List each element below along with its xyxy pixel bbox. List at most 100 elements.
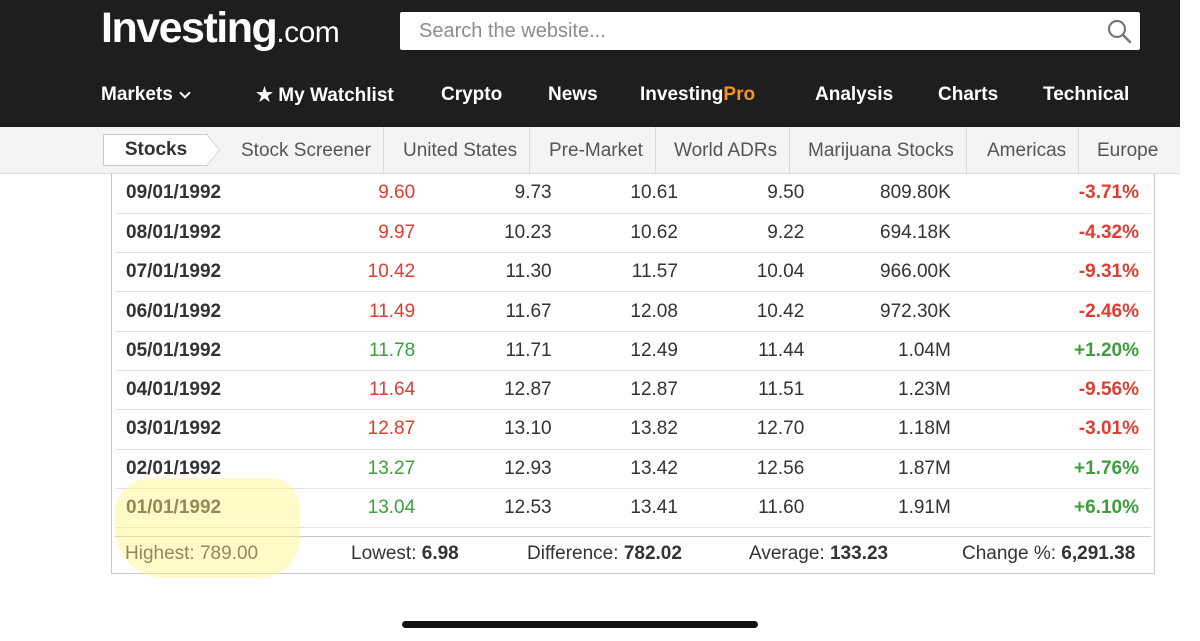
summary-change: Change %: 6,291.38 [962,543,1135,565]
search-icon[interactable] [1106,18,1132,44]
subtab-arrow-fill [206,134,219,166]
summary-difference-label: Difference: [527,543,619,564]
nav-watchlist[interactable]: ★ My Watchlist [256,74,394,116]
summary-highest-label: Highest: [125,543,195,564]
date-cell: 05/01/1992 [115,331,287,371]
price-cell: 11.49 [286,291,416,332]
volume-cell: 966.00K [804,252,951,293]
price-cell: 13.04 [286,488,416,529]
subtab-americas[interactable]: Americas [975,127,1080,174]
summary-change-label: Change %: [962,543,1057,564]
volume-cell: 1.23M [804,370,951,411]
low-cell: 11.60 [677,488,805,529]
subtab-pre-market[interactable]: Pre-Market [537,127,656,174]
table-row: 05/01/1992 11.78 11.71 12.49 11.44 1.04M +1.20… [115,331,1151,371]
nav-technical-label: Technical [1043,84,1130,105]
low-cell: 11.51 [677,370,805,411]
summary-bar: Highest: 789.00 Lowest: 6.98 Difference:… [115,536,1151,570]
low-cell: 11.44 [677,331,805,371]
table-row: 07/01/1992 10.42 11.30 11.57 10.04 966.00K -9.… [115,252,1151,293]
date-cell: 09/01/1992 [115,174,287,214]
date-cell: 01/01/1992 [115,488,287,529]
nav-watchlist-label: ★ My Watchlist [256,84,394,106]
volume-cell: 972.30K [804,291,951,332]
historical-table: 09/01/1992 9.60 9.73 10.61 9.50 809.80K -3.71%… [115,174,1151,529]
subtab-stock-screener[interactable]: Stock Screener [229,127,384,174]
change-cell: -2.46% [950,291,1151,332]
open-cell: 9.73 [415,174,552,214]
subtab-marijuana-stocks[interactable]: Marijuana Stocks [796,127,967,174]
date-cell: 06/01/1992 [115,291,287,332]
table-row: 02/01/1992 13.27 12.93 13.42 12.56 1.87M +1.76… [115,449,1151,489]
price-cell: 10.42 [286,252,416,293]
summary-highest-value: 789.00 [199,543,259,564]
nav-charts[interactable]: Charts [938,74,998,116]
home-indicator[interactable] [402,621,758,628]
volume-cell: 1.91M [804,488,951,529]
nav-news[interactable]: News [548,74,598,116]
change-cell: -3.01% [950,409,1151,450]
investing-logo[interactable]: Investing .com [101,4,340,54]
historical-data-table: 09/01/1992 9.60 9.73 10.61 9.50 809.80K -3.71%… [111,174,1155,574]
volume-cell: 809.80K [804,174,951,214]
highlighter-mark [115,478,300,578]
summary-lowest-value: 6.98 [421,543,459,564]
high-cell: 13.42 [551,449,678,489]
price-cell: 11.78 [286,331,416,371]
summary-average-value: 133.23 [829,543,889,564]
subtab-united-states[interactable]: United States [391,127,531,174]
nav-crypto[interactable]: Crypto [441,74,502,116]
summary-difference-value: 782.02 [623,543,682,564]
volume-cell: 694.18K [804,213,951,254]
screen-edge [1180,0,1200,641]
volume-cell: 1.04M [804,331,951,371]
subtab-stocks[interactable]: Stocks [103,134,208,166]
date-cell: 04/01/1992 [115,370,287,411]
logo-main-text: Investing [101,4,278,52]
table-row: 09/01/1992 9.60 9.73 10.61 9.50 809.80K -3.71% [115,174,1151,214]
change-cell: +6.10% [950,488,1151,529]
nav-markets-label: Markets [101,84,173,105]
summary-average-label: Average: [749,543,825,564]
nav-investingpro[interactable]: Investing Pro [640,74,755,116]
nav-technical[interactable]: Technical [1043,74,1129,116]
open-cell: 12.93 [415,449,552,489]
nav-markets[interactable]: Markets [101,74,191,116]
search-box [400,12,1140,50]
high-cell: 13.82 [551,409,678,450]
search-input[interactable] [400,12,1090,50]
nav-analysis[interactable]: Analysis [815,74,893,116]
price-cell: 12.87 [286,409,416,450]
price-cell: 13.27 [286,449,416,489]
low-cell: 9.22 [677,213,805,254]
high-cell: 12.49 [551,331,678,371]
change-cell: -9.31% [950,252,1151,293]
table-row: 08/01/1992 9.97 10.23 10.62 9.22 694.18K -4.32… [115,213,1151,254]
volume-cell: 1.18M [804,409,951,450]
top-header: Investing .com Markets ★ My Watchlist Cr… [0,0,1180,127]
date-cell: 07/01/1992 [115,252,287,293]
low-cell: 12.56 [677,449,805,489]
nav-pro-label-b: Pro [723,84,756,105]
open-cell: 10.23 [415,213,552,254]
date-cell: 02/01/1992 [115,449,287,489]
price-cell: 9.97 [286,213,416,254]
summary-change-value: 6,291.38 [1061,543,1136,564]
open-cell: 12.53 [415,488,552,529]
subtab-world-adrs[interactable]: World ADRs [662,127,791,174]
subtab-label: World ADRs [674,139,778,161]
volume-cell: 1.87M [804,449,951,489]
high-cell: 11.57 [551,252,678,293]
summary-difference: Difference: 782.02 [527,543,682,565]
table-row: 01/01/1992 13.04 12.53 13.41 11.60 1.91M +6.10… [115,488,1151,529]
low-cell: 10.04 [677,252,805,293]
high-cell: 12.08 [551,291,678,332]
table-row: 06/01/1992 11.49 11.67 12.08 10.42 972.30K -2.… [115,291,1151,332]
low-cell: 10.42 [677,291,805,332]
nav-news-label: News [548,84,598,105]
change-cell: -4.32% [950,213,1151,254]
subtab-europe[interactable]: Europe [1085,127,1170,174]
high-cell: 10.61 [551,174,678,214]
summary-lowest-label: Lowest: [351,543,417,564]
table-row: 04/01/1992 11.64 12.87 12.87 11.51 1.23M -9.56… [115,370,1151,411]
